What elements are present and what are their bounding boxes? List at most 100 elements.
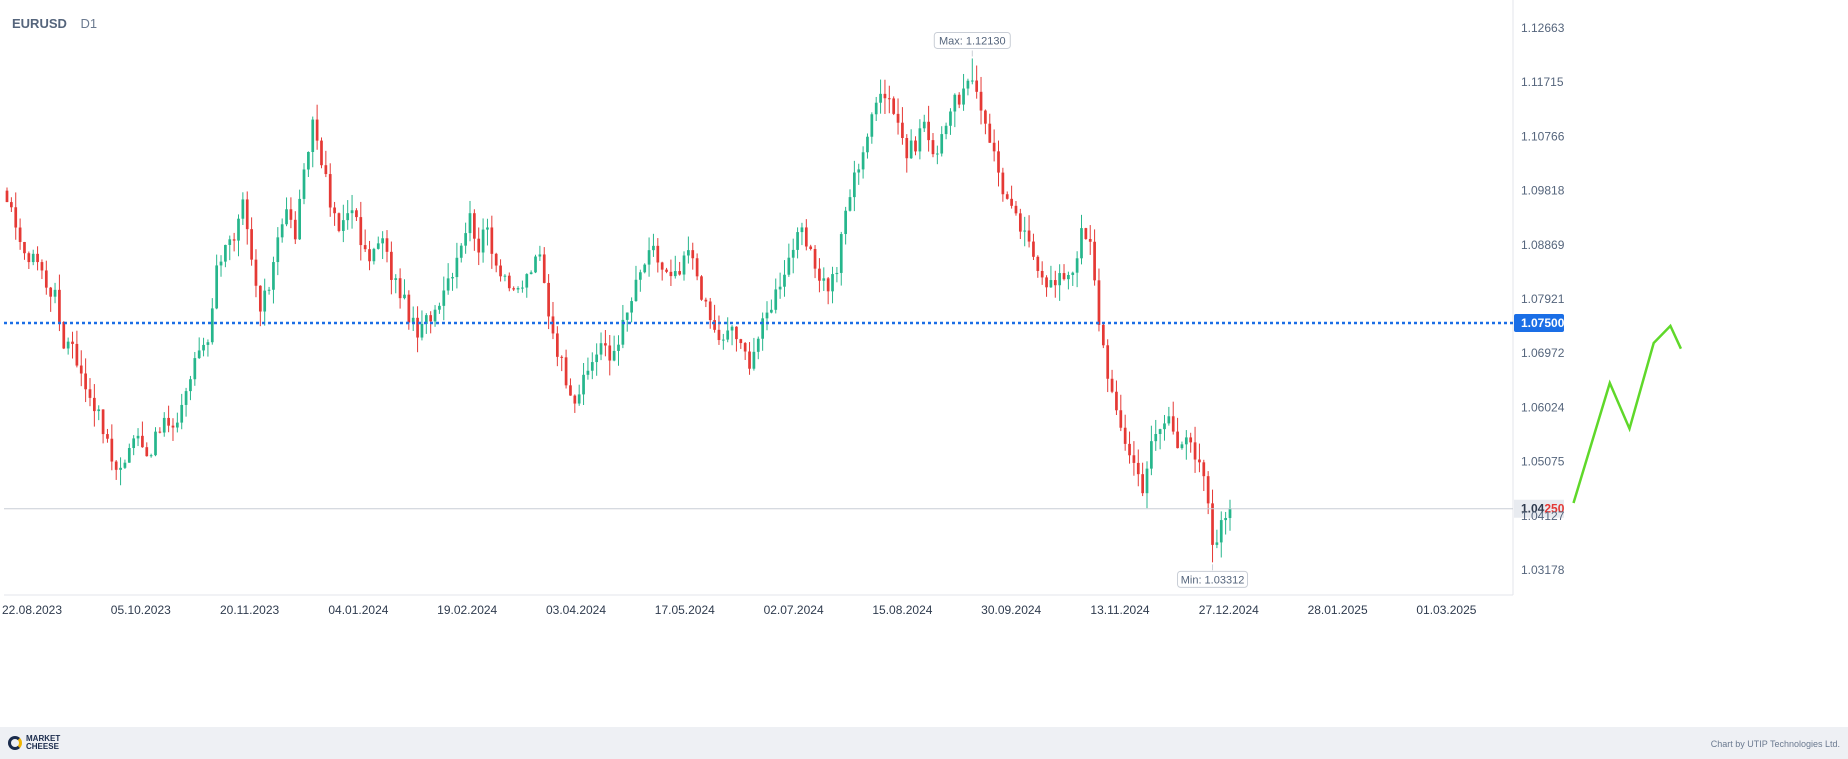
candle-body: [307, 152, 310, 170]
y-tick-label: 1.11715: [1521, 75, 1564, 89]
candle-body: [507, 275, 511, 289]
candle: [14, 192, 18, 240]
candle-body: [250, 229, 253, 260]
candle: [979, 76, 983, 125]
y-tick-label: 1.09818: [1521, 184, 1565, 198]
candle: [1001, 167, 1005, 202]
candle-body: [416, 317, 419, 338]
candle-body: [564, 357, 568, 386]
candle: [197, 337, 201, 359]
candle-body: [922, 121, 926, 129]
candle: [40, 259, 44, 280]
candle: [411, 306, 415, 332]
candle: [1027, 215, 1031, 248]
candle-body: [791, 249, 795, 258]
candle: [1101, 321, 1105, 349]
candle-body: [586, 370, 590, 375]
candle-body: [193, 358, 197, 380]
candle-body: [442, 290, 446, 306]
candle-body: [839, 234, 843, 273]
candle-body: [997, 151, 1000, 173]
candle: [516, 286, 520, 294]
candle: [1032, 233, 1035, 261]
candle-body: [1045, 277, 1048, 288]
candle-body: [957, 94, 961, 105]
candle: [778, 272, 782, 299]
candle: [765, 301, 769, 331]
candle-body: [398, 278, 402, 299]
candle-body: [538, 254, 542, 257]
candle: [962, 73, 965, 111]
candle-body: [1206, 476, 1210, 504]
candle-body: [285, 209, 288, 225]
candle-body: [935, 153, 939, 155]
candle-body: [1145, 468, 1149, 494]
candle-body: [638, 272, 642, 280]
candle-body: [940, 134, 944, 154]
candle-body: [197, 350, 201, 359]
candle-body: [673, 271, 677, 277]
candle: [1071, 271, 1075, 286]
candle-body: [643, 264, 647, 273]
logo-icon: [8, 736, 22, 750]
candle-body: [280, 224, 284, 238]
candle: [75, 330, 79, 368]
candle: [892, 96, 896, 116]
candle-body: [835, 272, 839, 275]
candle: [1136, 449, 1140, 487]
candle-body: [970, 80, 974, 82]
candle-body: [992, 142, 996, 152]
candle: [394, 274, 398, 294]
candle-body: [215, 265, 219, 309]
candlestick-chart[interactable]: 1.04250 1.07500 Max: 1.12130 Min: 1.03312 1…: [0, 0, 1848, 727]
candle: [503, 274, 507, 282]
candle-body: [119, 467, 122, 470]
candle-body: [1062, 273, 1066, 280]
candle-body: [612, 350, 616, 361]
candle: [206, 339, 210, 357]
candle: [272, 256, 275, 304]
candle-body: [451, 277, 454, 279]
candle-body: [761, 318, 764, 339]
candle: [1219, 511, 1223, 558]
candle: [311, 116, 315, 168]
candle-body: [79, 365, 83, 374]
candle: [656, 238, 660, 273]
candle-body: [206, 342, 210, 345]
candle-body: [245, 199, 249, 230]
candle-body: [224, 244, 227, 262]
chart-credit[interactable]: Chart by UTIP Technologies Ltd.: [1710, 739, 1840, 749]
candle: [901, 107, 904, 145]
candle: [114, 460, 118, 480]
candle-body: [665, 269, 668, 272]
candle: [1084, 227, 1088, 240]
candle-body: [700, 276, 703, 300]
candle-body: [577, 394, 581, 404]
candle-body: [713, 320, 716, 330]
candle-body: [1202, 462, 1206, 477]
y-tick-label: 1.10766: [1521, 129, 1565, 143]
candle-body: [861, 152, 865, 170]
candle: [337, 212, 341, 233]
candle-body: [748, 351, 751, 369]
candle: [1058, 264, 1062, 301]
candle: [529, 270, 533, 275]
candle: [970, 58, 974, 85]
candle: [761, 312, 764, 351]
candle-body: [154, 431, 157, 456]
candle-body: [114, 461, 118, 470]
x-tick-label: 22.08.2023: [2, 603, 62, 617]
candle-body: [831, 274, 834, 292]
candle-body: [944, 125, 948, 135]
candle-body: [486, 227, 489, 230]
candle: [844, 206, 847, 245]
candle-body: [75, 343, 79, 366]
candle: [1176, 417, 1179, 449]
candle-body: [765, 312, 769, 319]
candle: [831, 266, 834, 304]
candles-layer: [5, 58, 1232, 563]
candle: [949, 108, 952, 135]
candle: [97, 405, 101, 421]
market-cheese-logo[interactable]: MARKET CHEESE: [8, 735, 60, 751]
